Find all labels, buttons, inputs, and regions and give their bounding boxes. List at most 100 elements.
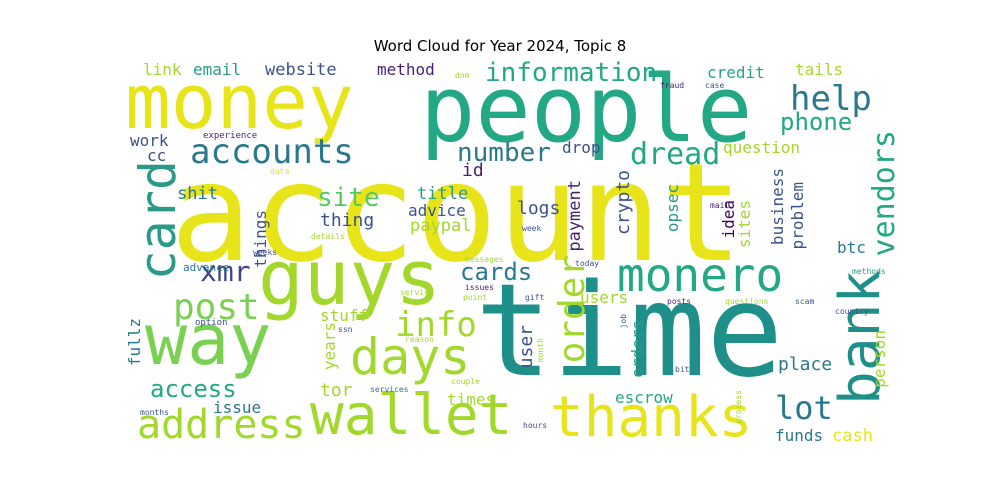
word-place: place bbox=[778, 354, 833, 375]
word-couple: couple bbox=[451, 377, 480, 386]
word-help: help bbox=[790, 79, 872, 119]
word-week: week bbox=[522, 224, 542, 233]
word-shit: shit bbox=[177, 184, 218, 204]
word-months: months bbox=[140, 408, 169, 417]
word-way: way bbox=[145, 299, 272, 381]
word-info: info bbox=[395, 305, 477, 345]
word-crypto: crypto bbox=[613, 170, 634, 236]
word-credit: credit bbox=[707, 63, 765, 82]
word-job: job bbox=[619, 314, 628, 329]
word-drop: drop bbox=[562, 138, 601, 157]
word-people: people bbox=[420, 60, 753, 163]
word-dnm: dnm bbox=[455, 71, 470, 80]
word-monero: monero bbox=[617, 248, 784, 302]
word-gift: gift bbox=[525, 293, 545, 302]
word-bit: bit bbox=[675, 365, 690, 374]
word-thanks: thanks bbox=[550, 385, 753, 447]
word-title: title bbox=[417, 184, 469, 204]
word-guys: guys bbox=[258, 233, 442, 322]
word-escrow: escrow bbox=[615, 388, 673, 407]
word-vendors: vendors bbox=[867, 130, 900, 257]
word-messages: messages bbox=[465, 255, 504, 264]
word-month: month bbox=[536, 338, 545, 363]
chart-title: Word Cloud for Year 2024, Topic 8 bbox=[373, 37, 627, 55]
word-tor: tor bbox=[320, 380, 353, 401]
word-sites: sites bbox=[735, 200, 754, 249]
word-days: days bbox=[350, 328, 471, 386]
word-card: card bbox=[129, 160, 187, 281]
word-weeks: weeks bbox=[253, 248, 278, 257]
word-question: question bbox=[723, 138, 801, 157]
word-link: link bbox=[143, 60, 182, 79]
word-address: address bbox=[137, 402, 306, 447]
word-number: number bbox=[457, 138, 551, 168]
word-today: today bbox=[575, 259, 600, 268]
word-orders: orders bbox=[628, 320, 647, 378]
word-btc: btc bbox=[837, 238, 866, 257]
word-person: person bbox=[870, 330, 889, 388]
word-site: site bbox=[317, 183, 380, 213]
word-problem: problem bbox=[788, 182, 807, 250]
word-years: years bbox=[320, 322, 339, 371]
word-fraud: fraud bbox=[660, 81, 685, 90]
word-ssn: ssn bbox=[338, 325, 353, 334]
word-work: work bbox=[130, 131, 169, 150]
word-stuff: stuff bbox=[320, 306, 369, 325]
word-mail: mail bbox=[710, 201, 730, 210]
word-cards: cards bbox=[460, 258, 533, 286]
word-wallet: wallet bbox=[310, 383, 513, 447]
word-cash: cash bbox=[832, 426, 873, 446]
word-time: time bbox=[475, 257, 784, 406]
word-thing: thing bbox=[320, 210, 375, 231]
word-accounts: accounts bbox=[190, 132, 354, 172]
word-country: country bbox=[835, 307, 869, 316]
word-point: point bbox=[463, 293, 488, 302]
word-process: process bbox=[734, 390, 743, 424]
word-email: email bbox=[193, 60, 242, 79]
word-business: business bbox=[768, 168, 787, 246]
word-method: method bbox=[377, 60, 435, 79]
word-user: user bbox=[516, 325, 537, 369]
word-fullz: fullz bbox=[125, 318, 144, 367]
word-information: information bbox=[485, 60, 658, 88]
word-cloud: account time people money guys way walle… bbox=[125, 60, 900, 447]
word-advice: advice bbox=[408, 201, 466, 220]
word-cc: cc bbox=[147, 146, 167, 165]
word-service: service bbox=[400, 288, 434, 297]
word-post: post bbox=[173, 287, 260, 328]
word-services: services bbox=[370, 385, 409, 394]
word-things: things bbox=[251, 210, 270, 268]
word-money: money bbox=[125, 60, 354, 146]
word-dread: dread bbox=[630, 137, 721, 172]
word-scam: scam bbox=[795, 297, 815, 306]
word-access: access bbox=[150, 375, 237, 403]
word-issues: issues bbox=[465, 283, 494, 292]
word-details: details bbox=[311, 232, 345, 241]
word-account: account bbox=[170, 135, 744, 293]
word-opsec: opsec bbox=[663, 184, 682, 233]
word-advance: advance bbox=[183, 261, 230, 274]
word-times: times bbox=[447, 390, 496, 409]
word-issue: issue bbox=[213, 398, 262, 417]
word-hours: hours bbox=[523, 421, 548, 430]
word-lot: lot bbox=[775, 389, 833, 427]
word-users: users bbox=[580, 288, 629, 307]
word-xmr: xmr bbox=[200, 255, 251, 288]
word-tails: tails bbox=[795, 60, 844, 79]
word-logs: logs bbox=[517, 198, 561, 219]
word-case: case bbox=[705, 81, 725, 90]
word-funds: funds bbox=[775, 426, 824, 445]
word-paypal: paypal bbox=[410, 216, 472, 236]
word-order: order bbox=[552, 255, 593, 364]
word-questions: questions bbox=[725, 297, 769, 306]
word-reason: reason bbox=[405, 335, 434, 344]
word-payment: payment bbox=[565, 180, 585, 252]
word-phone: phone bbox=[780, 108, 853, 136]
word-data: data bbox=[270, 167, 290, 176]
word-option: option bbox=[195, 318, 228, 328]
word-experience: experience bbox=[203, 131, 258, 141]
word-id: id bbox=[462, 160, 484, 181]
word-posts: posts bbox=[667, 297, 692, 306]
word-website: website bbox=[265, 60, 337, 80]
word-methods: methods bbox=[852, 267, 886, 276]
